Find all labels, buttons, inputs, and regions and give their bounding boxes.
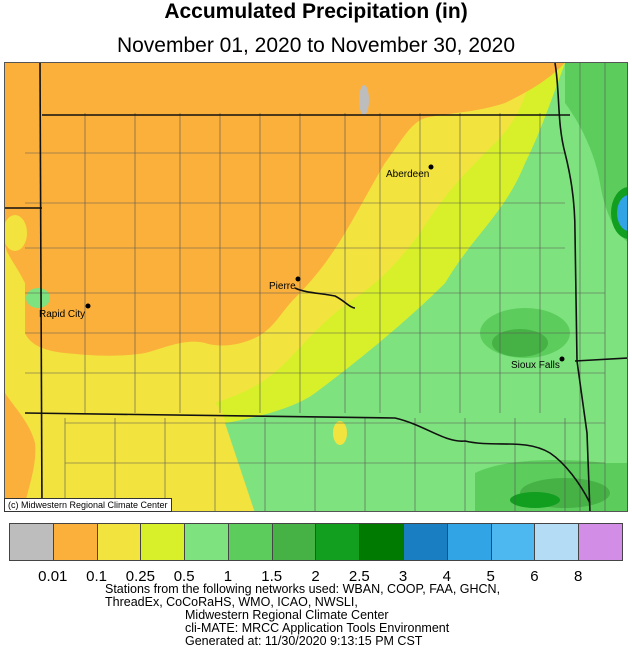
- credits-line: cli-MATE: MRCC Application Tools Environ…: [185, 621, 450, 635]
- city-sioux-falls: Sioux Falls: [511, 356, 565, 371]
- city-marker: [85, 303, 91, 309]
- legend-swatch: [403, 523, 448, 561]
- precip-zone-1-15-ne: [565, 63, 627, 242]
- precip-zone-2-25: [510, 492, 560, 508]
- city-marker: [559, 356, 565, 362]
- legend-tick-label: 0.1: [86, 568, 107, 585]
- credits-line: ThreadEx, CoCoRaHS, WMO, ICAO, NWSLI,: [105, 595, 358, 609]
- city-label: Pierre: [269, 281, 296, 292]
- city-rapid-city: Rapid City: [39, 303, 91, 320]
- legend-swatch: [96, 523, 142, 561]
- legend-tick-label: 3: [398, 568, 408, 585]
- legend-swatch: [534, 523, 580, 561]
- legend-swatch: [184, 523, 229, 561]
- city-label: Aberdeen: [386, 169, 429, 180]
- precip-zone-025-05: [215, 63, 565, 423]
- sd-ne-border: [24, 412, 591, 504]
- missouri-river: [294, 287, 356, 309]
- precipitation-map: Aberdeen Pierre Rapid City Sioux Falls: [4, 62, 628, 512]
- city-marker: [295, 276, 301, 282]
- credits-line: Generated at: 11/30/2020 9:13:15 PM CST: [185, 634, 423, 648]
- legend-tick-label: 0.5: [173, 568, 195, 585]
- precip-zone-rapid-city-spot: [26, 288, 50, 308]
- sd-mn-ia-border: [554, 63, 591, 511]
- legend-swatch: [9, 523, 54, 561]
- credits-line: Midwestern Regional Climate Center: [185, 608, 389, 622]
- state-boundaries: [5, 63, 627, 511]
- lake-no-data: [359, 85, 369, 115]
- city-pierre: Pierre: [269, 276, 301, 292]
- legend-swatch: [52, 523, 98, 561]
- legend-swatch: [359, 523, 405, 561]
- credits-line: Stations from the following networks use…: [105, 582, 501, 596]
- date-range-subtitle: November 01, 2020 to November 30, 2020: [116, 34, 516, 57]
- mn-ia-border: [574, 357, 627, 362]
- wy-border: [39, 63, 43, 511]
- legend-tick-label: 2.5: [348, 568, 370, 585]
- precip-zone-05-1: [225, 63, 627, 511]
- credits-block: Stations from the following networks use…: [0, 583, 632, 648]
- legend-tick-label: 0.01: [38, 568, 68, 585]
- legend-tick-label: 4: [442, 568, 452, 585]
- legend-swatch: [315, 523, 361, 561]
- legend-swatch: [271, 523, 317, 561]
- copyright-notice: (c) Midwestern Regional Climate Center: [4, 498, 172, 512]
- precip-zone-orange-sw: [5, 393, 36, 511]
- city-marker: [428, 164, 434, 170]
- precipitation-color-legend: [9, 523, 623, 561]
- legend-swatch: [446, 523, 492, 561]
- city-label: Sioux Falls: [511, 360, 560, 371]
- precip-zone-yellow-west: [5, 215, 27, 251]
- legend-swatch: [227, 523, 273, 561]
- legend-swatch: [578, 523, 623, 561]
- precip-zone-4-5: [617, 195, 627, 231]
- county-lines: [25, 63, 606, 511]
- map-canvas: Aberdeen Pierre Rapid City Sioux Falls: [5, 63, 627, 511]
- legend-swatch: [140, 523, 186, 561]
- precip-zone-01-025: [5, 63, 565, 356]
- legend-tick-label: 8: [574, 568, 583, 585]
- precip-zone-yellow-south: [333, 421, 347, 445]
- legend-tick-label: 5: [486, 568, 495, 585]
- legend-tick-label: 0.25: [125, 568, 155, 585]
- legend-tick-label: 6: [530, 568, 539, 585]
- city-aberdeen: Aberdeen: [386, 164, 434, 180]
- legend-tick-label: 1: [223, 568, 233, 585]
- map-title: Accumulated Precipitation (in): [164, 0, 468, 23]
- legend-swatch: [490, 523, 536, 561]
- legend-tick-label: 1.5: [261, 568, 283, 585]
- legend-tick-label: 2: [311, 568, 320, 585]
- precip-zone-15-2: [492, 329, 548, 357]
- city-label: Rapid City: [39, 309, 85, 320]
